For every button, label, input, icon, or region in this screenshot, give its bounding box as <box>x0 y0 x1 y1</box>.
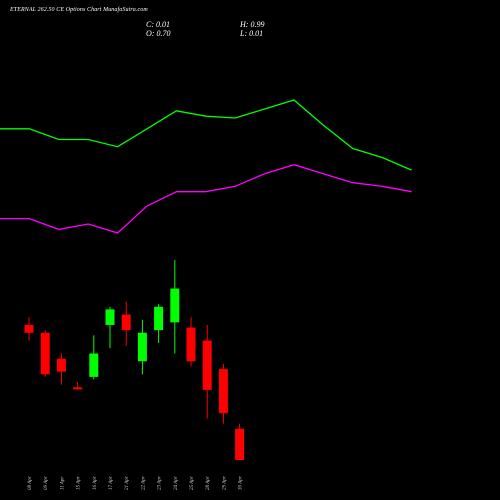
candle-body <box>186 327 196 362</box>
candle <box>202 324 212 419</box>
candle <box>235 423 245 460</box>
ma-line-2 <box>0 164 412 234</box>
x-tick-label: 29 Apr <box>222 476 227 490</box>
ma-line-1 <box>0 99 412 171</box>
close-readout: C: 0.01 <box>146 20 170 29</box>
x-tick-label: 17 Apr <box>109 476 114 490</box>
x-tick-label: 28 Apr <box>206 476 211 490</box>
candle <box>105 306 115 349</box>
candle <box>24 317 34 341</box>
candle-body <box>121 314 131 331</box>
x-tick-label: 23 Apr <box>158 476 163 490</box>
x-tick-label: 08 Apr <box>28 476 33 490</box>
candle-body <box>89 353 99 377</box>
chart-title: ETERNAL 262.50 CE Options Chart MunafaSu… <box>10 7 148 13</box>
candle-body <box>24 324 34 333</box>
candle <box>121 301 131 346</box>
candle <box>170 260 180 354</box>
low-readout: L: 0.01 <box>240 29 264 38</box>
candle <box>218 363 228 424</box>
candle <box>154 304 164 344</box>
x-tick-label: 22 Apr <box>141 476 146 490</box>
x-tick-label: 09 Apr <box>44 476 49 490</box>
candle <box>186 317 196 367</box>
candle <box>89 335 99 380</box>
candle-body <box>105 309 115 325</box>
x-tick-label: 15 Apr <box>77 476 82 490</box>
candle-body <box>154 306 164 331</box>
candle-body <box>56 358 66 372</box>
x-tick-label: 16 Apr <box>93 476 98 490</box>
candle-body <box>137 332 147 362</box>
x-tick-label: 11 Apr <box>60 477 65 490</box>
x-tick-label: 30 Apr <box>239 476 244 490</box>
candle <box>73 382 83 390</box>
candle <box>56 353 66 385</box>
candle-body <box>235 428 245 460</box>
moving-average-lines <box>0 99 412 234</box>
open-readout: O: 0.70 <box>146 29 171 38</box>
candle-body <box>218 369 228 414</box>
x-tick-label: 24 Apr <box>174 476 179 490</box>
x-tick-label: 21 Apr <box>125 476 130 490</box>
candles <box>24 260 245 460</box>
candle-body <box>170 288 180 323</box>
candle-body <box>73 387 83 390</box>
candle-body <box>40 332 50 375</box>
candle <box>40 330 50 377</box>
x-tick-label: 25 Apr <box>190 476 195 490</box>
candle <box>137 319 147 375</box>
high-readout: H: 0.99 <box>240 20 265 29</box>
candle-body <box>202 340 212 390</box>
x-axis-labels: 08 Apr 09 Apr 11 Apr 15 Apr 16 Apr 17 Apr 21 A… <box>28 476 244 490</box>
